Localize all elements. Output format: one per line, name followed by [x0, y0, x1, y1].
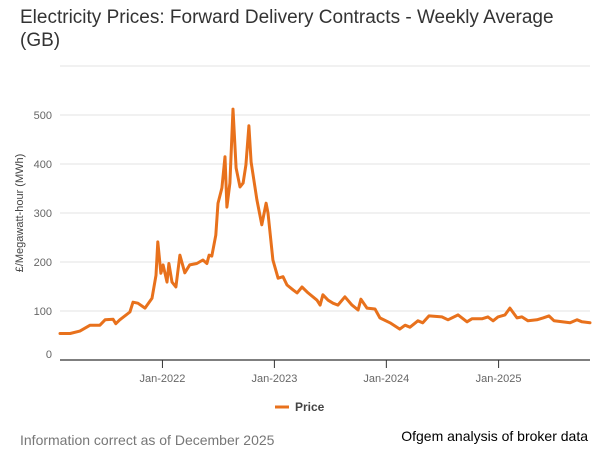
- x-tick-label: Jan-2025: [476, 373, 522, 385]
- x-tick-label: Jan-2023: [251, 373, 297, 385]
- gridlines: [60, 65, 590, 312]
- y-tick-label: 400: [34, 159, 52, 171]
- price-line: [58, 107, 592, 335]
- chart-title: Electricity Prices: Forward Delivery Con…: [20, 7, 554, 51]
- y-axis-ticks: 0 100 200 300 400 500: [34, 110, 52, 361]
- x-axis: Jan-2022 Jan-2023 Jan-2024 Jan-2025: [60, 359, 590, 385]
- legend[interactable]: Price: [275, 400, 325, 414]
- series-layer: [58, 107, 592, 335]
- y-tick-label: 300: [34, 208, 52, 220]
- y-tick-label: 100: [34, 306, 52, 318]
- y-tick-label: 0: [46, 349, 52, 361]
- info-date-note: Information correct as of December 2025: [20, 432, 275, 448]
- x-tick-label: Jan-2022: [140, 373, 186, 385]
- y-tick-label: 200: [34, 257, 52, 269]
- source-note: Ofgem analysis of broker data: [401, 428, 588, 444]
- y-axis-label: £/Megawatt-hour (MWh): [14, 154, 26, 273]
- y-tick-label: 500: [34, 110, 52, 122]
- x-tick-label: Jan-2024: [363, 373, 409, 385]
- legend-label-price: Price: [295, 400, 325, 414]
